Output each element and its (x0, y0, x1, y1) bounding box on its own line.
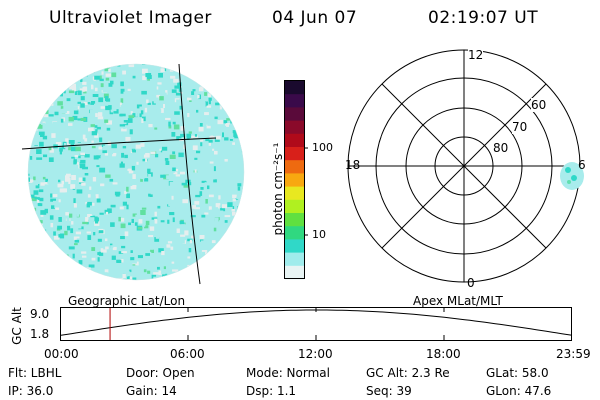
status-dsp: Dsp: 1.1 (246, 384, 297, 398)
colorbar-tick-10: 10 (312, 228, 326, 241)
time-label: 02:19:07 UT (428, 8, 539, 28)
mlt-line-diag-2 (381, 83, 547, 249)
timeline-axis-label: GC Alt (10, 307, 24, 345)
status-door: Door: Open (126, 366, 195, 380)
timeline-ytick-9: 9.0 (30, 307, 50, 321)
timeline-ytick-1.8: 1.8 (30, 327, 50, 341)
geographic-caption: Geographic Lat/Lon (68, 294, 186, 308)
geographic-image-panel (21, 63, 245, 285)
colorbar (284, 80, 308, 280)
auroral-emission-map (28, 64, 244, 280)
status-filter: Flt: LBHL (8, 366, 62, 380)
mlat-label-60: 60 (531, 98, 547, 112)
status-seq: Seq: 39 (366, 384, 412, 398)
status-mode: Mode: Normal (246, 366, 330, 380)
mlt-label-0: 0 (467, 276, 475, 290)
latitude-gridline (21, 137, 217, 150)
status-ip: IP: 36.0 (8, 384, 54, 398)
timeline-xtick-0000: 00:00 (44, 347, 79, 361)
colorbar-tick-100: 100 (312, 141, 333, 154)
timeline-xtick-1200: 12:00 (298, 347, 333, 361)
status-glon: GLon: 47.6 (486, 384, 552, 398)
apex-caption: Apex MLat/MLT (413, 294, 503, 308)
orbit-altitude-timeline (60, 307, 573, 341)
polar-mlat-mlt-plot (347, 49, 584, 283)
mlt-label-6: 6 (578, 158, 586, 172)
status-gain: Gain: 14 (126, 384, 177, 398)
date-label: 04 Jun 07 (272, 8, 358, 28)
mlat-label-70: 70 (512, 120, 528, 134)
longitude-gridline (178, 63, 201, 285)
mlt-label-12: 12 (468, 48, 484, 62)
timeline-xtick-1800: 18:00 (426, 347, 461, 361)
colorbar-unit-label: photon cm⁻²s⁻¹ (271, 142, 285, 236)
status-gc-alt: GC Alt: 2.3 Re (366, 366, 450, 380)
status-glat: GLat: 58.0 (486, 366, 549, 380)
mlt-label-18: 18 (345, 158, 361, 172)
timeline-xtick-0600: 06:00 (170, 347, 205, 361)
timeline-xtick-2359: 23:59 (556, 347, 591, 361)
mlat-label-80: 80 (493, 141, 509, 155)
polar-emission-patch (560, 162, 584, 190)
instrument-title: Ultraviolet Imager (49, 8, 212, 28)
